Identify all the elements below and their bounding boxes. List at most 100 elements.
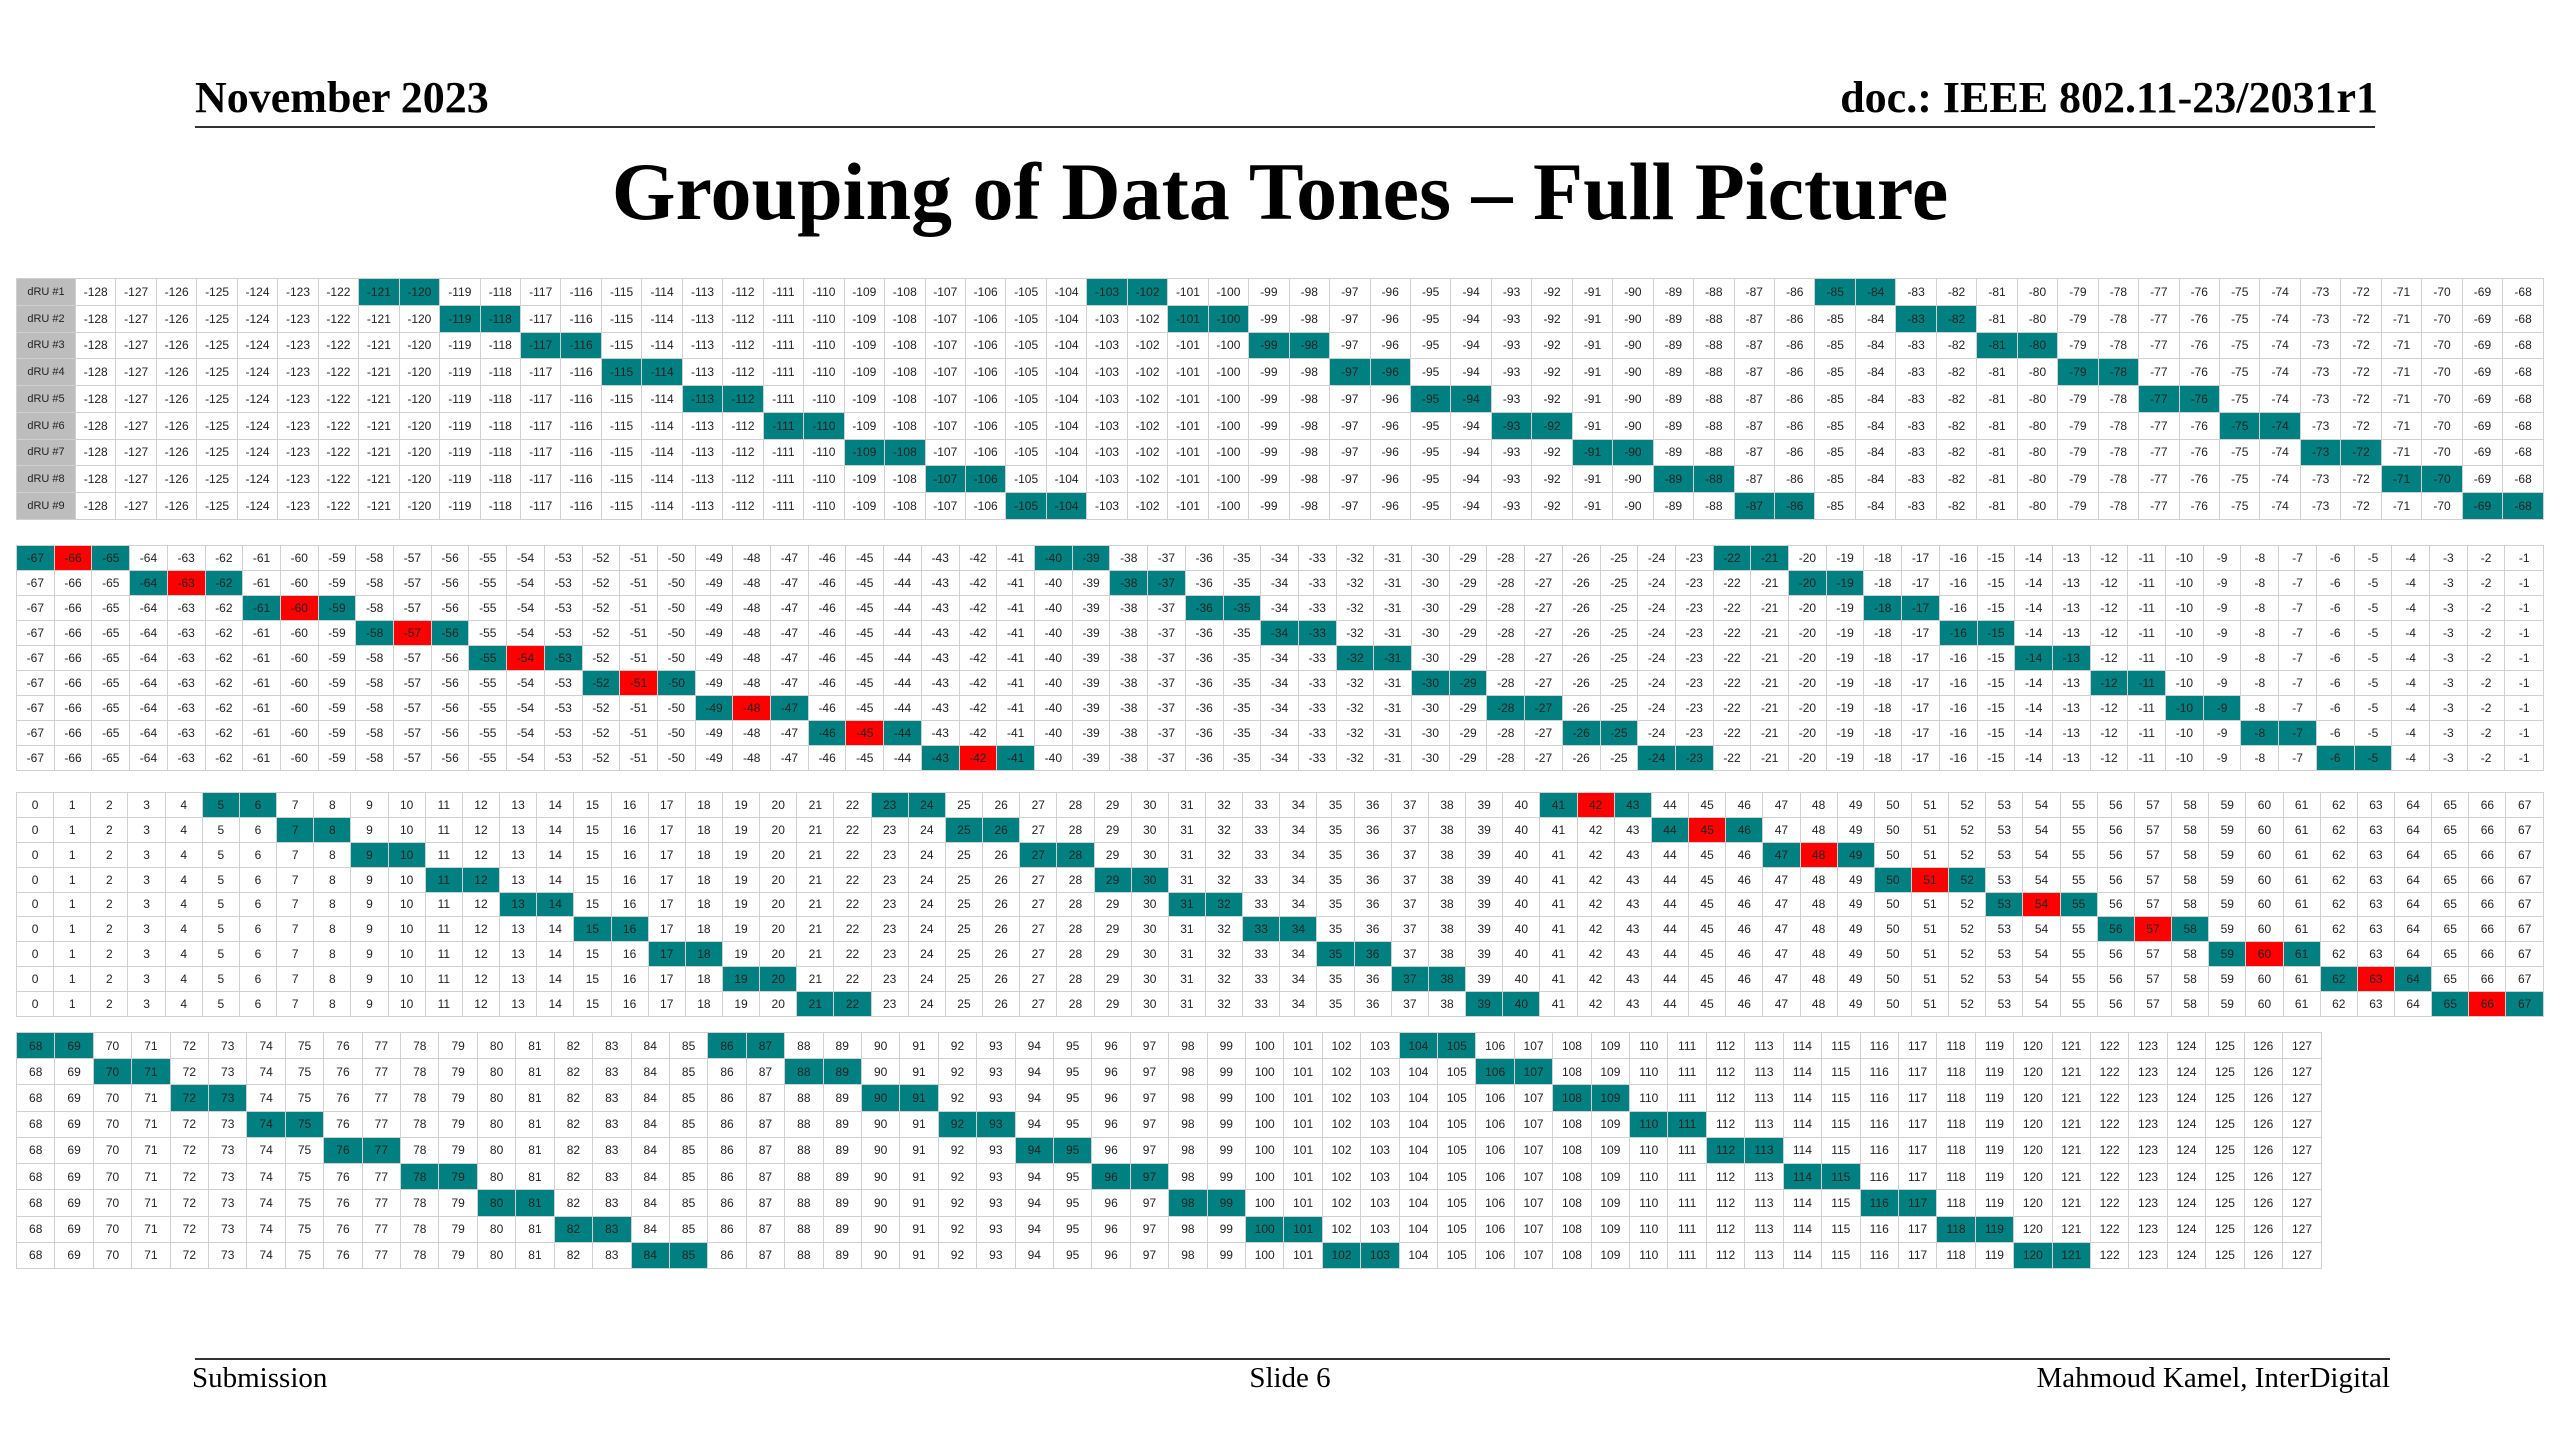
tone-cell: 91 [899, 1241, 939, 1270]
tone-cell: -4 [2391, 670, 2430, 696]
tone-cell: 14 [536, 916, 575, 943]
tone-cell: -62 [204, 595, 244, 621]
tone-cell: 109 [1590, 1136, 1631, 1165]
tone-cell: 9 [350, 941, 389, 968]
tone-cell: -19 [1825, 745, 1865, 771]
tone-cell: 60 [2245, 841, 2284, 868]
tone-cell: 73 [208, 1058, 248, 1086]
tone-cell: -109 [843, 465, 886, 494]
tone-cell: -91 [1571, 358, 1614, 387]
tone-cell: -47 [770, 720, 809, 746]
tone-cell: 48 [1799, 916, 1838, 943]
tone-cell: 73 [208, 1215, 248, 1243]
tone-cell: 20 [759, 966, 798, 992]
tone-cell: -87 [1733, 331, 1776, 360]
tone-cell: -70 [2421, 411, 2463, 440]
tone-cell: -32 [1335, 720, 1375, 746]
tone-cell: 93 [976, 1058, 1016, 1086]
tone-row: 0 1 2 3 4 5 6 7 8 9 10 11 12 13 14 15 16 17 18 19 20 21 22 23 24… [15, 891, 2544, 918]
tone-cell: 53 [1985, 991, 2024, 1017]
tone-cell: 71 [131, 1110, 171, 1138]
tone-table: 0 1 2 3 4 5 6 7 8 9 10 11 12 13 14 15 16 17 18 19 20 21 22 23 24… [15, 792, 2544, 1017]
tone-cell: 85 [668, 1084, 709, 1112]
tone-cell: 125 [2205, 1084, 2245, 1112]
tone-cell: -108 [884, 492, 926, 520]
tone-cell: 72 [169, 1189, 210, 1217]
tone-cell: 90 [860, 1110, 901, 1138]
tone-cell: -29 [1448, 620, 1488, 646]
tone-cell: 43 [1613, 966, 1652, 992]
tone-cell: 84 [630, 1084, 670, 1112]
tone-cell: 80 [476, 1163, 517, 1191]
tone-cell: 66 [2468, 941, 2507, 968]
tone-cell: 45 [1688, 916, 1727, 943]
tone-cell: 41 [1539, 816, 1578, 843]
tone-cell: 66 [2468, 841, 2507, 868]
tone-cell: 22 [833, 991, 872, 1017]
tone-cell: -11 [2127, 570, 2167, 596]
tone-cell: -124 [236, 331, 279, 360]
tone-cell: -55 [468, 645, 508, 671]
tone-cell: 89 [822, 1189, 862, 1217]
tone-cell: -6 [2315, 720, 2355, 746]
tone-cell: 104 [1398, 1058, 1439, 1086]
tone-cell: -17 [1901, 595, 1940, 621]
tone-cell: -88 [1693, 331, 1735, 360]
tone-cell: 22 [833, 841, 872, 868]
tone-cell: 24 [907, 891, 946, 918]
tone-cell: 118 [1936, 1110, 1976, 1138]
tone-cell: 75 [284, 1058, 325, 1086]
tone-cell: -38 [1109, 620, 1149, 646]
tone-cell: -32 [1335, 595, 1375, 621]
tone-cell: -114 [641, 331, 683, 360]
tone-cell: 117 [1897, 1110, 1938, 1138]
tone-cell: 119 [1974, 1110, 2015, 1138]
tone-cell: -101 [1167, 385, 1209, 413]
tone-cell: -63 [166, 545, 206, 571]
tone-cell: 23 [870, 891, 909, 918]
tone-cell: -113 [681, 411, 724, 440]
tone-cell: -38 [1109, 745, 1149, 771]
tone-cell: -118 [479, 465, 521, 494]
tone-cell: 115 [1821, 1241, 1861, 1270]
tone-cell: -20 [1788, 545, 1827, 571]
tone-cell: 37 [1390, 816, 1429, 843]
tone-cell: 9 [350, 792, 389, 818]
tone-cell: 37 [1390, 792, 1429, 818]
tone-cell: -94 [1450, 385, 1492, 413]
tone-cell: 63 [2356, 966, 2396, 992]
tone-cell: 48 [1799, 891, 1838, 918]
tone-cell: 71 [131, 1136, 171, 1165]
tone-row: 68 69 70 71 72 73 74 75 76 77 78 79 80 81 82 83 84 85 86 87… [15, 1058, 2323, 1086]
tone-cell: -37 [1147, 545, 1186, 571]
tone-cell: -51 [619, 570, 658, 596]
tone-cell: 28 [1056, 916, 1095, 943]
tone-cell: -124 [236, 465, 279, 494]
tone-cell: 122 [2089, 1163, 2130, 1191]
tone-cell: -100 [1207, 385, 1250, 413]
tone-cell: 124 [2166, 1189, 2207, 1217]
tone-cell: -104 [1045, 438, 1088, 467]
tone-cell: -3 [2429, 570, 2468, 596]
tone-cell: -94 [1450, 331, 1492, 360]
tone-cell: 20 [759, 891, 798, 918]
tone-cell: 82 [553, 1031, 594, 1060]
tone-cell: 111 [1667, 1215, 1707, 1243]
tone-cell: -87 [1733, 358, 1776, 387]
tone-cell: -109 [843, 492, 886, 520]
tone-cell: 52 [1948, 966, 1987, 992]
tone-cell: -42 [958, 545, 998, 571]
tone-cell: -48 [732, 595, 772, 621]
tone-cell: -51 [619, 545, 658, 571]
tone-cell: 72 [169, 1215, 210, 1243]
tone-cell: 95 [1052, 1215, 1093, 1243]
tone-cell: -36 [1184, 545, 1224, 571]
tone-cell: 3 [127, 816, 166, 843]
tone-cell: -77 [2138, 411, 2180, 440]
tone-cell: -1 [2504, 620, 2544, 646]
tone-cell: -27 [1524, 720, 1563, 746]
tone-cell: -33 [1297, 545, 1337, 571]
tone-cell: 82 [553, 1215, 594, 1243]
tone-cell: -24 [1637, 720, 1676, 746]
tone-cell: -104 [1045, 411, 1088, 440]
